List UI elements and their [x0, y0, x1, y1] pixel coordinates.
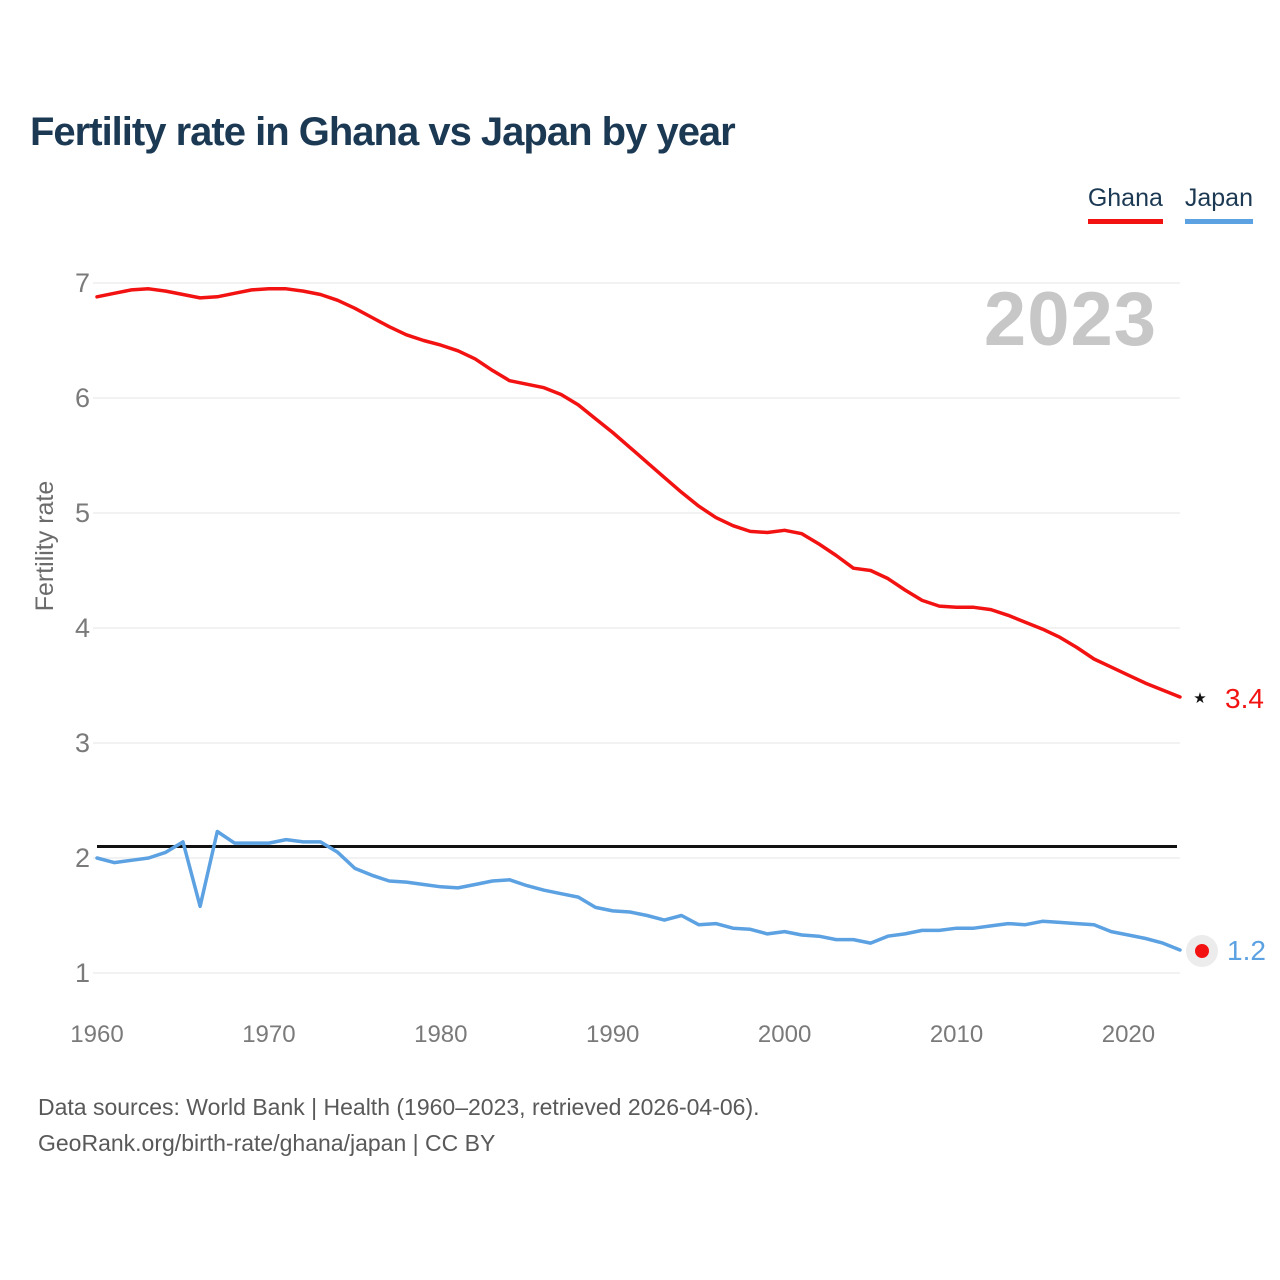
y-tick-label: 4	[75, 613, 90, 643]
legend: Ghana Japan	[1087, 184, 1253, 224]
y-tick-label: 6	[75, 383, 90, 413]
y-tick-label: 7	[75, 268, 90, 298]
y-tick-label: 5	[75, 498, 90, 528]
ghana-end-value: 3.4	[1225, 683, 1264, 714]
chart-footer: Data sources: World Bank | Health (1960–…	[38, 1090, 760, 1161]
japan-end-label: 1.2	[1186, 935, 1266, 967]
japan-flag-icon	[1186, 935, 1218, 967]
y-tick-label: 2	[75, 843, 90, 873]
y-axis-title: Fertility rate	[31, 480, 59, 612]
x-tick-label: 1980	[414, 1021, 467, 1048]
x-tick-label: 2000	[758, 1021, 811, 1048]
attribution-line: GeoRank.org/birth-rate/ghana/japan | CC …	[38, 1129, 496, 1156]
data-sources-line: Data sources: World Bank | Health (1960–…	[38, 1094, 760, 1120]
japan-line	[95, 829, 1182, 952]
ghana-flag-icon: ★	[1184, 683, 1216, 715]
ghana-end-label: ★ 3.4	[1184, 683, 1264, 715]
y-tick-label: 3	[75, 728, 90, 758]
legend-item-ghana[interactable]: Ghana	[1087, 184, 1163, 224]
x-tick-label: 2020	[1102, 1021, 1155, 1048]
x-tick-label: 1990	[586, 1021, 639, 1048]
japan-end-value: 1.2	[1227, 935, 1266, 966]
page-title: Fertility rate in Ghana vs Japan by year	[30, 110, 736, 154]
year-watermark: 2023	[983, 277, 1157, 362]
ghana-star-icon: ★	[1193, 689, 1207, 707]
x-tick-label: 2010	[930, 1021, 983, 1048]
y-tick-label: 1	[75, 958, 90, 988]
legend-item-japan[interactable]: Japan	[1184, 184, 1253, 224]
x-tick-label: 1960	[70, 1021, 123, 1048]
ghana-line	[95, 287, 1182, 699]
x-tick-label: 1970	[242, 1021, 295, 1048]
